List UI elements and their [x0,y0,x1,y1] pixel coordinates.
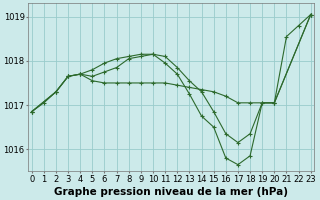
X-axis label: Graphe pression niveau de la mer (hPa): Graphe pression niveau de la mer (hPa) [54,187,288,197]
